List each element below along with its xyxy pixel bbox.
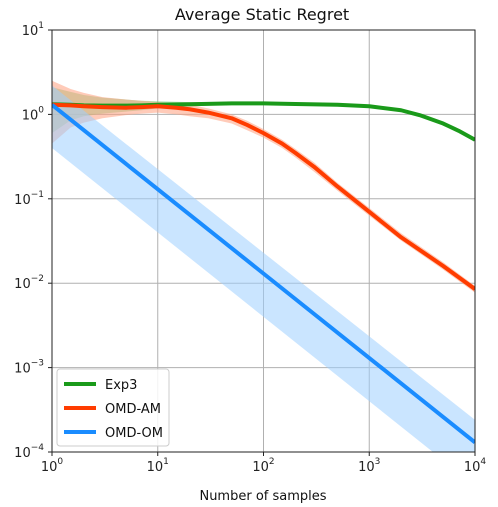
- x-tick-label: 102: [252, 457, 274, 475]
- legend: Exp3 OMD-AM OMD-OM: [56, 368, 170, 447]
- omd-am-band: [52, 80, 475, 293]
- omd-am-line: [52, 102, 475, 291]
- y-tick-label: 10−1: [14, 190, 44, 208]
- y-tick-label: 100: [22, 105, 45, 123]
- y-axis-ticks: 101 100 10−1 10−2 10−3 10−4: [14, 21, 52, 461]
- omd-om-line: [52, 103, 475, 444]
- x-axis-label: Number of samples: [199, 489, 326, 504]
- x-axis-ticks: 100 101 102 103 104: [41, 452, 487, 475]
- chart-title: Average Static Regret: [175, 5, 349, 24]
- y-tick-label: 10−4: [14, 443, 44, 461]
- legend-label-exp3: Exp3: [105, 378, 137, 393]
- legend-label-omd-om: OMD-OM: [105, 426, 163, 441]
- x-tick-label: 100: [41, 457, 64, 475]
- legend-box: [56, 368, 170, 447]
- x-tick-label: 101: [147, 457, 169, 475]
- y-tick-label: 10−2: [14, 274, 44, 292]
- x-tick-label: 103: [358, 457, 380, 475]
- x-tick-label: 104: [464, 457, 487, 475]
- legend-label-omd-am: OMD-AM: [105, 402, 161, 417]
- y-tick-label: 101: [22, 21, 44, 39]
- series-lines: [52, 101, 475, 444]
- y-tick-label: 10−3: [14, 359, 44, 377]
